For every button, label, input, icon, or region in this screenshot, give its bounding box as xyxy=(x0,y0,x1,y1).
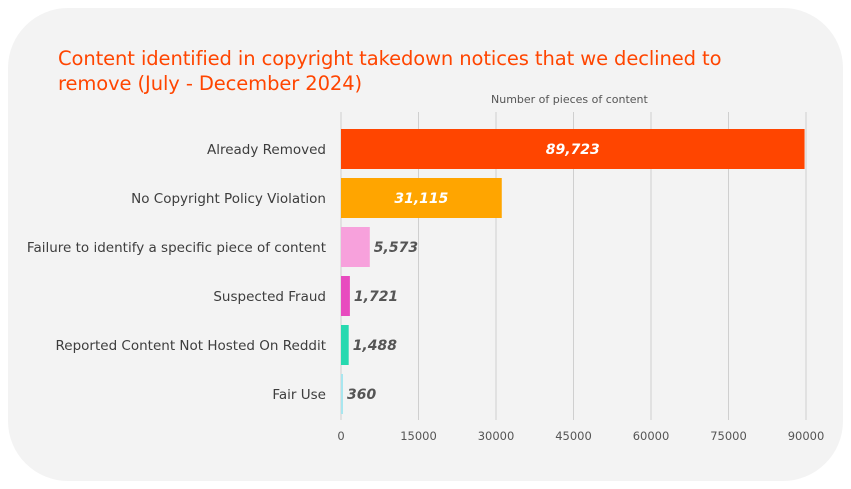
value-label: 5,573 xyxy=(374,240,418,256)
category-label: Failure to identify a specific piece of … xyxy=(27,240,326,256)
x-tick-label: 90000 xyxy=(788,429,825,443)
chart-title: Content identified in copyright takedown… xyxy=(58,47,722,95)
bar xyxy=(341,178,502,218)
value-label: 31,115 xyxy=(394,191,448,207)
bar xyxy=(341,227,370,267)
chart-card xyxy=(8,8,843,481)
x-tick-label: 60000 xyxy=(633,429,670,443)
x-tick-label: 15000 xyxy=(400,429,437,443)
x-tick-label: 75000 xyxy=(710,429,747,443)
category-label: Reported Content Not Hosted On Reddit xyxy=(56,338,326,354)
x-axis-label: Number of pieces of content xyxy=(491,93,648,106)
x-tick-label: 0 xyxy=(337,429,344,443)
bar xyxy=(341,374,343,414)
category-label: Suspected Fraud xyxy=(213,289,326,305)
bar xyxy=(341,276,350,316)
category-label: No Copyright Policy Violation xyxy=(131,191,326,207)
value-label: 1,721 xyxy=(354,289,398,305)
x-tick-label: 30000 xyxy=(478,429,515,443)
bar xyxy=(341,325,349,365)
value-label: 360 xyxy=(347,387,376,403)
value-label: 89,723 xyxy=(546,142,600,158)
bar xyxy=(341,129,805,169)
category-label: Already Removed xyxy=(207,142,326,158)
x-tick-label: 45000 xyxy=(555,429,592,443)
value-label: 1,488 xyxy=(353,338,398,354)
category-label: Fair Use xyxy=(272,387,326,403)
